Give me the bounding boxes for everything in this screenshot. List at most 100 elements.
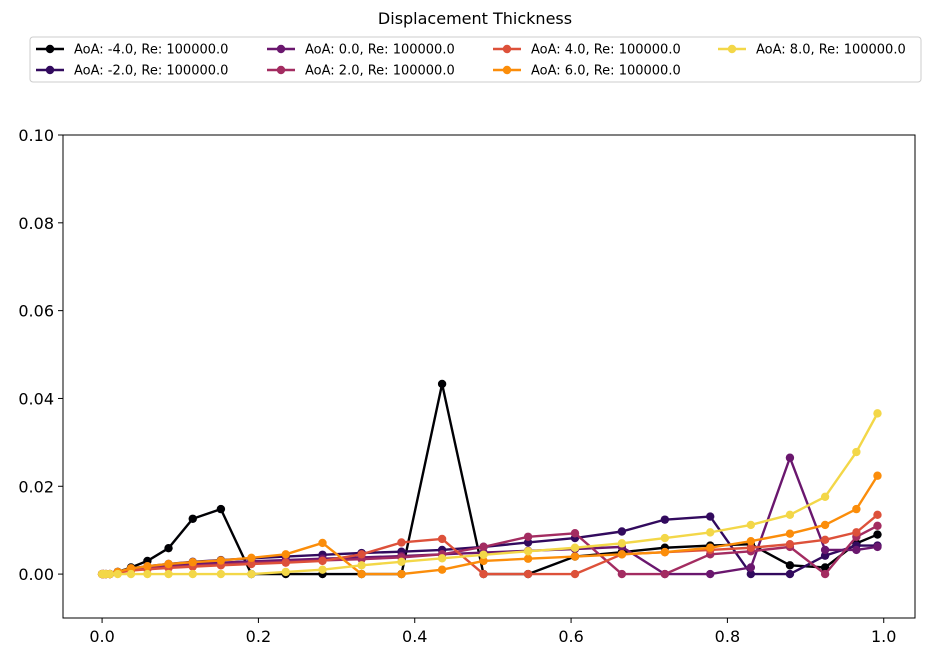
legend-marker xyxy=(502,44,512,54)
data-point xyxy=(188,569,197,579)
x-tick-label: 0.0 xyxy=(89,627,114,646)
chart-title: Displacement Thickness xyxy=(378,9,572,28)
legend-label: AoA: 0.0, Re: 100000.0 xyxy=(305,43,455,58)
data-point xyxy=(318,556,327,566)
legend-marker xyxy=(276,44,286,54)
data-point xyxy=(873,409,882,418)
data-point xyxy=(523,554,533,563)
data-point xyxy=(706,543,715,552)
legend-item: AoA: 8.0, Re: 100000.0 xyxy=(718,43,906,58)
y-tick-label: 0.06 xyxy=(18,302,54,321)
legend-item: AoA: 0.0, Re: 100000.0 xyxy=(267,43,455,58)
data-point xyxy=(216,569,226,579)
data-point xyxy=(397,569,406,579)
data-point xyxy=(820,545,830,555)
legend-label: AoA: -2.0, Re: 100000.0 xyxy=(74,64,228,79)
data-point xyxy=(247,553,256,563)
data-point xyxy=(216,556,226,565)
data-point xyxy=(820,563,830,572)
x-tick-label: 0.6 xyxy=(558,627,583,646)
data-point xyxy=(820,520,830,530)
data-point xyxy=(281,550,290,559)
data-point xyxy=(216,504,226,514)
data-point xyxy=(437,554,447,563)
legend-label: AoA: 8.0, Re: 100000.0 xyxy=(756,43,906,58)
x-tick-label: 0.8 xyxy=(715,627,740,646)
data-point xyxy=(873,530,882,539)
legend-marker xyxy=(45,65,55,75)
data-point xyxy=(281,558,290,567)
data-point xyxy=(785,569,795,579)
data-point xyxy=(523,532,533,541)
data-point xyxy=(570,529,580,538)
y-tick-label: 0.10 xyxy=(18,126,54,145)
plot-area xyxy=(97,379,882,579)
y-tick-label: 0.02 xyxy=(18,477,54,496)
data-point xyxy=(852,545,861,555)
data-point xyxy=(746,563,756,572)
data-point xyxy=(660,569,670,579)
data-point xyxy=(437,379,447,389)
legend-label: AoA: 6.0, Re: 100000.0 xyxy=(531,64,681,79)
data-point xyxy=(820,535,830,545)
data-point xyxy=(617,539,627,548)
data-point xyxy=(852,504,861,514)
data-point xyxy=(479,556,488,566)
legend-label: AoA: -4.0, Re: 100000.0 xyxy=(74,43,228,58)
data-point xyxy=(105,569,115,579)
data-point xyxy=(660,533,670,543)
data-point xyxy=(706,528,715,537)
data-point xyxy=(660,515,670,524)
x-tick-label: 0.4 xyxy=(402,627,427,646)
data-point xyxy=(852,528,861,537)
x-tick-label: 0.2 xyxy=(246,627,271,646)
data-point xyxy=(746,520,756,530)
data-point xyxy=(479,550,488,559)
legend-item: AoA: -4.0, Re: 100000.0 xyxy=(36,43,228,58)
data-point xyxy=(617,569,627,579)
data-point xyxy=(247,569,256,579)
data-point xyxy=(164,559,173,569)
data-point xyxy=(660,547,670,557)
data-point xyxy=(397,538,406,547)
data-point xyxy=(746,536,756,546)
data-point xyxy=(706,569,715,579)
data-point xyxy=(570,552,580,561)
plot-frame xyxy=(62,134,916,619)
data-point xyxy=(357,550,366,559)
data-point xyxy=(164,569,173,579)
data-point xyxy=(785,510,795,520)
x-tick-label: 1.0 xyxy=(871,627,896,646)
data-point xyxy=(746,569,756,579)
data-point xyxy=(479,542,488,552)
legend-marker xyxy=(502,65,512,75)
legend-marker xyxy=(45,44,55,54)
data-point xyxy=(570,569,580,579)
legend-label: AoA: 4.0, Re: 100000.0 xyxy=(531,43,681,58)
legend-box xyxy=(29,36,922,83)
data-point xyxy=(873,542,882,552)
data-point xyxy=(188,514,197,523)
data-point xyxy=(523,547,533,556)
data-point xyxy=(785,561,795,570)
series-0 xyxy=(97,379,882,579)
data-point xyxy=(113,569,122,579)
data-point xyxy=(143,561,152,571)
data-point xyxy=(357,561,366,570)
data-point xyxy=(479,569,488,579)
y-tick-label: 0.04 xyxy=(18,389,54,408)
data-point xyxy=(820,569,830,579)
data-point xyxy=(437,565,447,574)
legend-label: AoA: 2.0, Re: 100000.0 xyxy=(305,64,455,79)
series-line xyxy=(102,456,878,576)
data-point xyxy=(164,543,173,553)
axes: 0.0 0.2 0.4 0.6 0.8 1.0 0.00 0.02 0.04 0.06 0.08 0.… xyxy=(18,126,916,646)
data-point xyxy=(785,529,795,538)
data-point xyxy=(706,512,715,521)
data-point xyxy=(746,543,756,552)
data-point xyxy=(357,569,366,579)
data-point xyxy=(143,569,152,579)
data-point xyxy=(785,453,795,462)
data-point xyxy=(873,521,882,530)
